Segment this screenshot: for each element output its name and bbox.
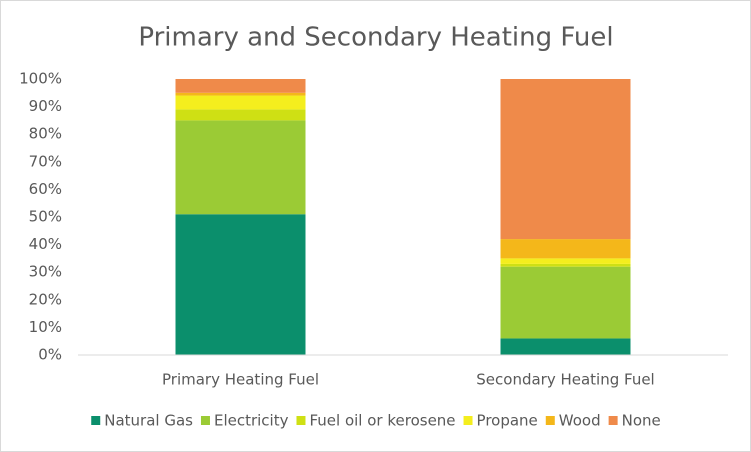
bar-segment — [175, 109, 306, 121]
y-tick-label: 10% — [29, 318, 62, 336]
legend-label: Fuel oil or kerosene — [309, 412, 455, 430]
legend-swatch — [463, 416, 473, 425]
x-tick-label: Secondary Heating Fuel — [476, 371, 654, 389]
legend-swatch — [545, 416, 555, 425]
y-tick-label: 50% — [29, 208, 62, 226]
y-tick-label: 30% — [29, 263, 62, 281]
y-tick-label: 90% — [29, 97, 62, 115]
y-tick-label: 100% — [19, 70, 62, 88]
legend-label: Propane — [477, 412, 538, 430]
bar-segment — [500, 239, 631, 259]
legend-label: None — [622, 412, 661, 430]
bar-segment — [175, 214, 306, 355]
legend-swatch — [91, 416, 101, 425]
bar-segment — [175, 120, 306, 215]
y-tick-label: 20% — [29, 290, 62, 308]
legend-swatch — [200, 416, 210, 425]
legend-swatch — [608, 416, 618, 425]
bar-segment — [175, 92, 306, 96]
bar-segment — [500, 79, 631, 240]
x-tick-label: Primary Heating Fuel — [162, 371, 319, 389]
bar-segment — [500, 263, 631, 267]
chart-title: Primary and Secondary Heating Fuel — [138, 23, 613, 53]
legend-swatch — [296, 416, 306, 425]
y-tick-label: 0% — [38, 346, 62, 364]
bar-segment — [500, 258, 631, 264]
bar-segment — [500, 266, 631, 339]
bar-segment — [175, 95, 306, 110]
y-tick-label: 70% — [29, 152, 62, 170]
bar-segment — [175, 79, 306, 93]
y-tick-label: 60% — [29, 180, 62, 198]
legend-label: Natural Gas — [104, 412, 193, 430]
bar-segment — [500, 338, 631, 355]
legend-label: Electricity — [214, 412, 289, 430]
y-tick-label: 80% — [29, 125, 62, 143]
legend-label: Wood — [559, 412, 601, 430]
y-tick-label: 40% — [29, 235, 62, 253]
